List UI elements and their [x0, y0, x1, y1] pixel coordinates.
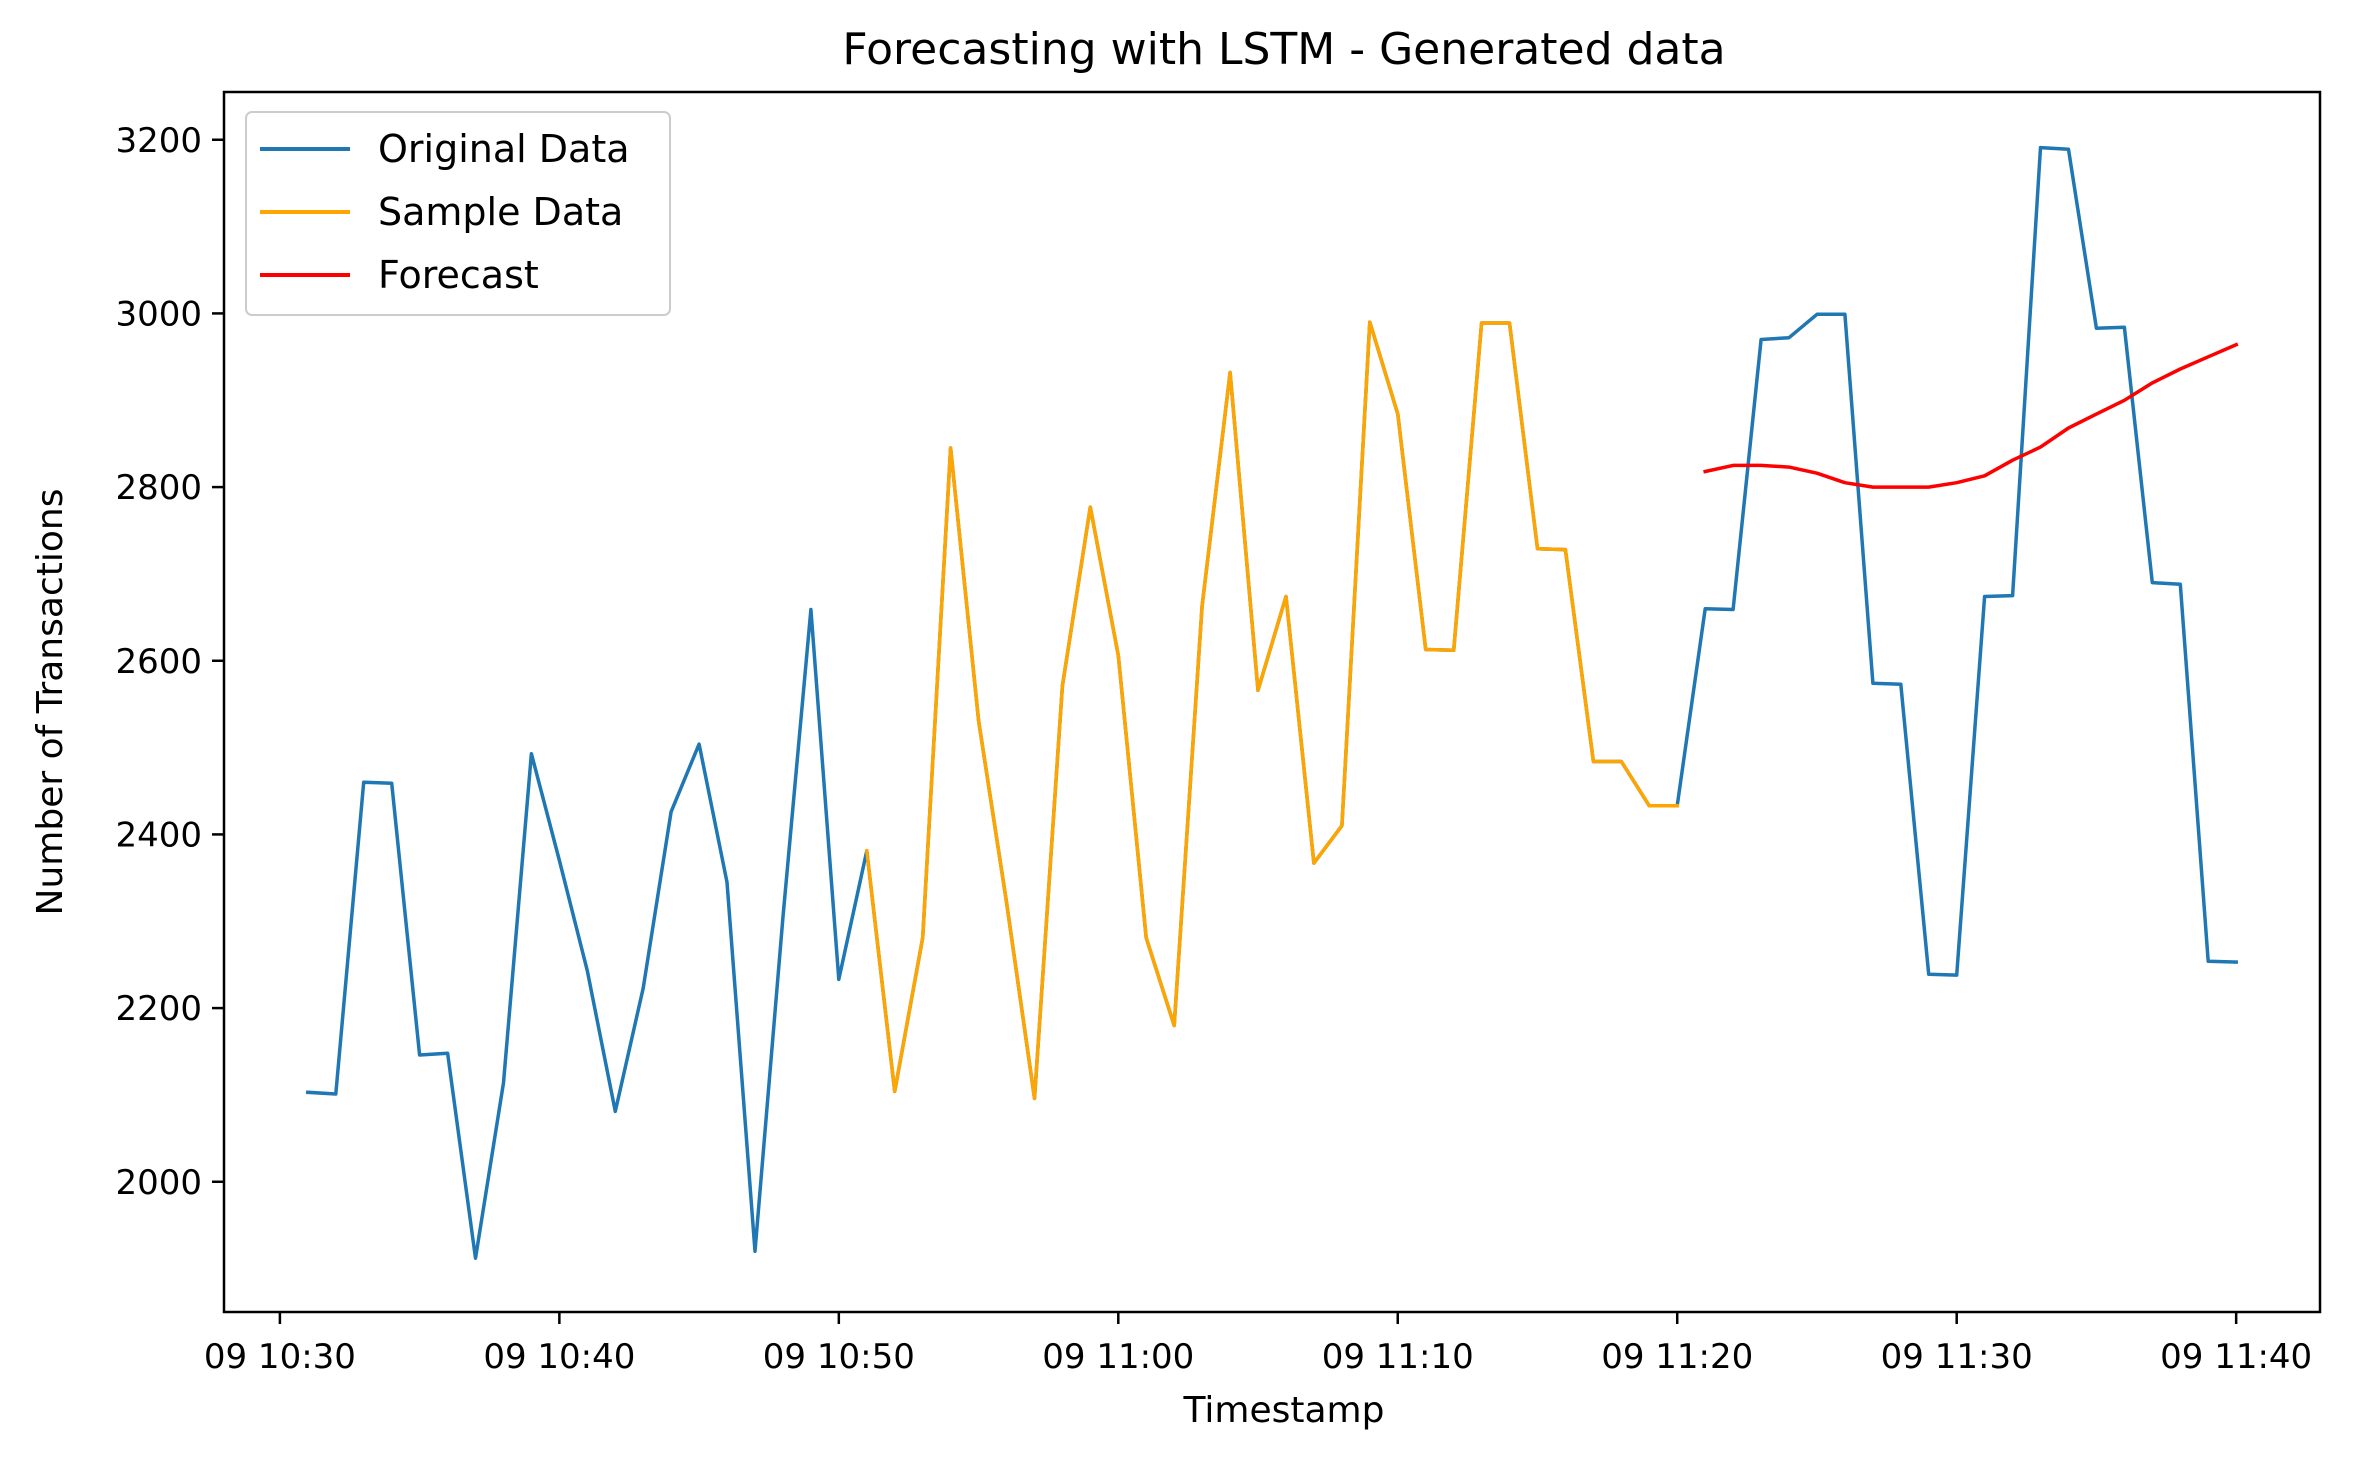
- plot-frame: [222, 90, 2322, 1314]
- x-tick-label: 09 10:50: [763, 1337, 915, 1377]
- y-axis-label: Number of Transactions: [30, 489, 71, 916]
- legend-label-original-data: Original Data: [378, 127, 630, 171]
- x-tick-label: 09 11:40: [2160, 1337, 2312, 1377]
- series-layer: [305, 145, 2239, 1260]
- chart-title: Forecasting with LSTM - Generated data: [842, 24, 1725, 75]
- y-tick-label: 3200: [115, 121, 202, 161]
- legend-box: [245, 111, 671, 316]
- x-tick-label: 09 11:10: [1322, 1337, 1474, 1377]
- y-axis: 2000 2200 2400 2600 2800 3000 3200: [115, 121, 224, 1203]
- series-line-sample-data: [864, 320, 1679, 1101]
- y-tick-label: 2800: [115, 468, 202, 508]
- series-line-forecast: [1703, 342, 2239, 489]
- y-tick-label: 3000: [115, 294, 202, 334]
- legend: Original Data Sample Data Forecast: [245, 111, 671, 316]
- x-tick-label: 09 11:00: [1042, 1337, 1194, 1377]
- x-tick-label: 09 10:40: [483, 1337, 635, 1377]
- x-tick-label: 09 11:20: [1601, 1337, 1753, 1377]
- plot-area: [222, 90, 2322, 1314]
- x-tick-label: 09 10:30: [204, 1337, 356, 1377]
- y-tick-label: 2000: [115, 1163, 202, 1203]
- legend-label-forecast: Forecast: [378, 253, 539, 297]
- y-tick-label: 2200: [115, 989, 202, 1029]
- y-tick-label: 2600: [115, 642, 202, 682]
- y-tick-label: 2400: [115, 815, 202, 855]
- x-axis: 09 10:30 09 10:40 09 10:50 09 11:00 09 11:10…: [204, 1312, 2312, 1377]
- x-tick-label: 09 11:30: [1881, 1337, 2033, 1377]
- legend-label-sample-data: Sample Data: [378, 190, 623, 234]
- x-axis-label: Timestamp: [1183, 1390, 1385, 1431]
